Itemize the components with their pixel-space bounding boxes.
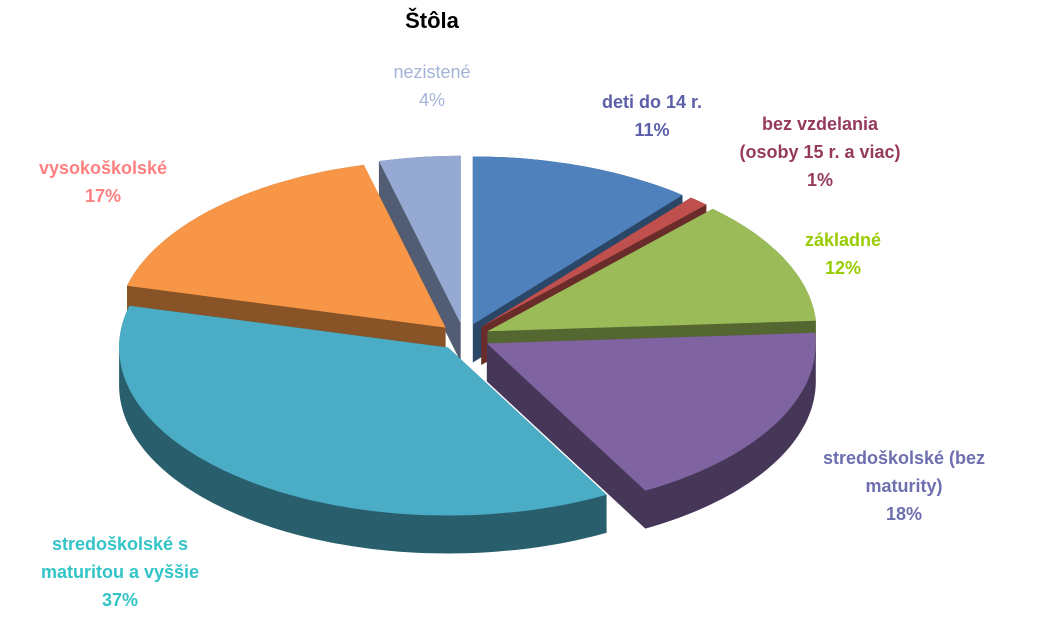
data-label: nezistené 4% [332,58,532,114]
slice [127,164,446,328]
category-label: stredoškolské s maturitou a vyššie [40,534,200,582]
data-label: vysokoškolské 17% [3,154,203,210]
value-label: 4% [418,90,445,110]
slice [119,305,607,516]
value-label: 12% [824,258,862,278]
category-label: deti do 14 r. [601,92,703,112]
category-label: bez vzdelania (osoby 15 r. a viac) [739,114,901,162]
category-label: stredoškolské (bez maturity) [822,448,986,496]
value-label: 11% [634,120,670,140]
slice [486,332,816,491]
chart-title: Štôla [405,8,459,33]
category-label: nezistené [393,62,471,82]
value-label: 1% [806,170,833,190]
data-label: stredoškolské s maturitou a vyššie 37% [20,530,220,614]
value-label: 18% [885,504,923,524]
slice [378,155,461,324]
data-label: základné 12% [743,226,943,282]
value-label: 37% [101,590,139,610]
category-label: vysokoškolské [38,158,168,178]
category-label: základné [804,230,882,250]
slice [487,208,816,332]
data-label: deti do 14 r. 11% [552,88,752,144]
data-label: bez vzdelania (osoby 15 r. a viac) 1% [731,110,909,194]
slice [481,197,707,327]
slice [472,156,683,325]
data-label: stredoškolské (bez maturity) 18% [814,444,994,528]
value-label: 17% [84,186,122,206]
